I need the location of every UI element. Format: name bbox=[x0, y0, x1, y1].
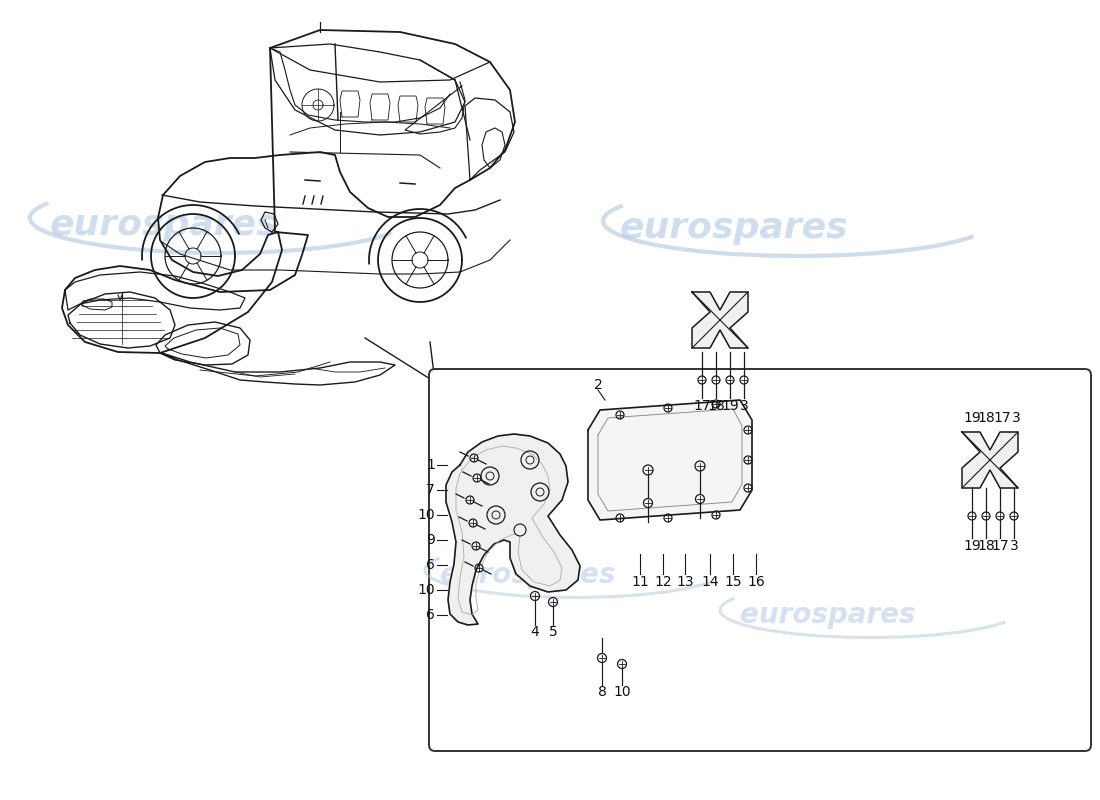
FancyBboxPatch shape bbox=[429, 369, 1091, 751]
Text: 3: 3 bbox=[1010, 539, 1019, 553]
Text: 7: 7 bbox=[427, 483, 434, 497]
Text: 12: 12 bbox=[654, 575, 672, 589]
Text: 17: 17 bbox=[693, 399, 711, 413]
Text: 3: 3 bbox=[1012, 411, 1021, 425]
Text: 19: 19 bbox=[964, 411, 981, 425]
Text: 10: 10 bbox=[613, 685, 630, 699]
Text: 19: 19 bbox=[964, 539, 981, 553]
Text: 17: 17 bbox=[993, 411, 1011, 425]
Text: 8: 8 bbox=[597, 685, 606, 699]
Text: 3: 3 bbox=[739, 399, 748, 413]
Text: eurospares: eurospares bbox=[440, 561, 616, 589]
Text: 9: 9 bbox=[426, 533, 434, 547]
Text: 1: 1 bbox=[426, 458, 434, 472]
Text: 5: 5 bbox=[549, 625, 558, 639]
Polygon shape bbox=[692, 292, 748, 348]
Text: 6: 6 bbox=[426, 608, 434, 622]
Polygon shape bbox=[588, 400, 752, 520]
Text: 18: 18 bbox=[707, 399, 725, 413]
Text: 10: 10 bbox=[417, 508, 434, 522]
Text: eurospares: eurospares bbox=[50, 208, 278, 242]
Text: eurospares: eurospares bbox=[620, 211, 848, 245]
Text: 4: 4 bbox=[530, 625, 539, 639]
Text: 19: 19 bbox=[722, 399, 739, 413]
Polygon shape bbox=[962, 432, 1018, 488]
Text: 15: 15 bbox=[724, 575, 741, 589]
Text: 2: 2 bbox=[594, 378, 603, 392]
Text: eurospares: eurospares bbox=[740, 601, 915, 629]
Text: 10: 10 bbox=[417, 583, 434, 597]
Text: 18: 18 bbox=[977, 539, 994, 553]
Text: 14: 14 bbox=[701, 575, 718, 589]
Text: 6: 6 bbox=[426, 558, 434, 572]
Text: 18: 18 bbox=[977, 411, 994, 425]
Text: 17: 17 bbox=[991, 539, 1009, 553]
Text: 16: 16 bbox=[747, 575, 764, 589]
Polygon shape bbox=[446, 434, 580, 625]
Text: 11: 11 bbox=[631, 575, 649, 589]
Text: 13: 13 bbox=[676, 575, 694, 589]
